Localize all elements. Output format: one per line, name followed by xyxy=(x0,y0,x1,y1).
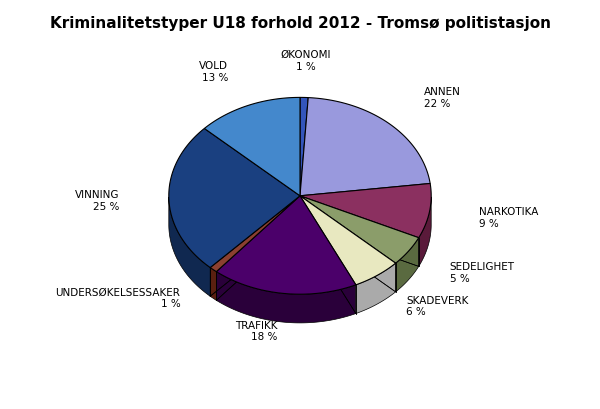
Text: NARKOTIKA
9 %: NARKOTIKA 9 % xyxy=(479,207,538,228)
Polygon shape xyxy=(210,268,217,301)
Polygon shape xyxy=(300,98,430,196)
Text: SKADEVERK
6 %: SKADEVERK 6 % xyxy=(406,295,469,317)
Polygon shape xyxy=(210,196,300,272)
Text: Kriminalitetstyper U18 forhold 2012 - Tromsø politistasjon: Kriminalitetstyper U18 forhold 2012 - Tr… xyxy=(49,16,551,31)
Polygon shape xyxy=(300,196,395,285)
Polygon shape xyxy=(300,184,431,238)
Polygon shape xyxy=(395,238,419,292)
Polygon shape xyxy=(169,129,300,268)
Polygon shape xyxy=(300,98,308,196)
Text: SEDELIGHET
5 %: SEDELIGHET 5 % xyxy=(450,262,515,283)
Text: UNDERSØKELSESSAKER
1 %: UNDERSØKELSESSAKER 1 % xyxy=(55,287,180,309)
Polygon shape xyxy=(205,98,300,196)
Text: VOLD
13 %: VOLD 13 % xyxy=(199,61,228,83)
Text: VINNING
25 %: VINNING 25 % xyxy=(74,190,119,211)
Polygon shape xyxy=(419,198,431,267)
Text: ØKONOMI
1 %: ØKONOMI 1 % xyxy=(280,50,331,72)
Polygon shape xyxy=(169,198,210,297)
Polygon shape xyxy=(356,263,395,314)
Text: ANNEN
22 %: ANNEN 22 % xyxy=(424,87,461,108)
Polygon shape xyxy=(217,196,356,294)
Polygon shape xyxy=(300,196,419,263)
Text: TRAFIKK
18 %: TRAFIKK 18 % xyxy=(235,320,277,342)
Polygon shape xyxy=(217,272,356,323)
